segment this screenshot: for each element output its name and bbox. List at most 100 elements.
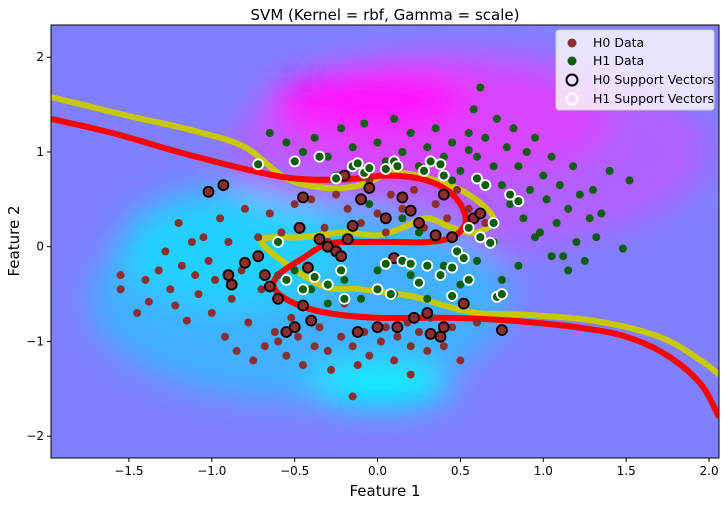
h0-data-point (464, 204, 473, 213)
h0-data-point (453, 185, 462, 194)
h0-data-point (191, 271, 200, 280)
h1-data-point (406, 129, 415, 137)
h0-data-point (327, 365, 336, 374)
h1-data-point (575, 190, 584, 199)
h0-data-point (133, 309, 142, 317)
h1-support-vector (351, 157, 364, 170)
h1-data-point (473, 152, 481, 161)
h1-support-vector (434, 158, 447, 171)
x-tick-label: 1.5 (617, 464, 636, 478)
h0-support-vector (297, 299, 309, 312)
h1-support-vector (487, 217, 500, 229)
h0-data-point (398, 204, 407, 213)
h1-support-vector (308, 271, 321, 283)
h1-data-point (360, 119, 369, 128)
h1-support-vector (297, 283, 309, 296)
h0-data-point (357, 219, 365, 227)
y-tick-label: −2 (26, 429, 44, 443)
h0-data-point (244, 318, 253, 327)
h0-data-point (406, 342, 415, 351)
x-tick-label: 0.5 (451, 464, 470, 478)
h1-data-point (337, 124, 346, 133)
h1-support-vectors (252, 150, 525, 305)
h0-support-vector (434, 330, 447, 343)
h1-data-point (547, 252, 556, 261)
legend-h1-sv-label: H1 Support Vectors (593, 91, 714, 106)
h0-data-point (174, 219, 183, 227)
h1-support-vector (484, 236, 497, 249)
legend-h1-label: H1 Data (593, 53, 644, 68)
h1-data-point (282, 138, 291, 147)
h0-support-vector (305, 314, 318, 327)
y-tick-label: −1 (26, 334, 44, 348)
h1-data-point (381, 157, 390, 166)
h1-support-vector (363, 162, 376, 175)
h1-data-point (373, 138, 382, 147)
y-tick-label: 0 (36, 240, 44, 254)
h0-data-point (270, 328, 279, 336)
legend-h0-marker (567, 38, 577, 48)
h1-data-point (531, 133, 539, 142)
h1-data-point (357, 294, 365, 303)
h0-support-vector (363, 182, 376, 194)
h0-data-point (381, 323, 390, 332)
h1-support-vector (434, 269, 447, 282)
h0-data-point (265, 209, 274, 218)
h0-support-vector (396, 191, 409, 204)
h0-support-vector (202, 185, 215, 198)
h1-support-vector (504, 188, 517, 201)
h1-support-vector (413, 276, 425, 289)
h0-data-point (207, 309, 216, 317)
h1-data-point (489, 162, 498, 171)
h1-data-point (464, 129, 473, 137)
h0-support-vector (391, 321, 404, 334)
h1-data-point (542, 195, 551, 204)
h1-support-vector (421, 259, 434, 272)
h1-support-vector (252, 158, 265, 171)
h1-data-point (348, 143, 357, 152)
legend-h0-sv-label: H0 Support Vectors (593, 72, 714, 87)
h1-support-vector (313, 150, 326, 163)
h1-data-point (373, 266, 382, 275)
h0-data-point (282, 351, 291, 360)
h0-support-vector (238, 256, 251, 269)
h0-data-point (294, 332, 302, 341)
h0-support-vector (222, 269, 235, 282)
h1-support-vector (437, 169, 450, 182)
h0-support-vector (272, 292, 285, 305)
h1-data-point (448, 176, 457, 185)
h1-data-point (552, 219, 561, 227)
h0-data-point (224, 238, 233, 246)
h1-support-vector (446, 261, 459, 274)
h0-support-vector (421, 307, 434, 319)
h0-data-point (166, 285, 175, 294)
h0-data-point (343, 204, 352, 213)
h1-data-point (618, 244, 627, 253)
h0-data-points (116, 176, 490, 401)
x-tick-label: 0.0 (368, 464, 387, 478)
h0-support-vector (252, 250, 265, 263)
h1-data-point (431, 124, 440, 133)
h1-data-point (398, 214, 407, 223)
h1-support-vector (335, 264, 348, 277)
h0-data-point (307, 195, 316, 204)
h1-data-point (539, 171, 548, 180)
h0-data-point (227, 294, 236, 303)
h0-data-point (299, 361, 307, 370)
y-tick-label: 2 (36, 50, 44, 64)
h0-support-vector (355, 193, 367, 206)
chart-title: SVM (Kernel = rbf, Gamma = scale) (251, 6, 520, 24)
h1-support-vector (446, 290, 459, 302)
h0-data-point (348, 392, 357, 401)
h0-data-point (323, 346, 332, 355)
y-tick-label: 1 (36, 145, 44, 159)
h1-data-point (415, 228, 423, 237)
h1-data-point (569, 162, 578, 171)
h0-data-point (415, 328, 423, 336)
h0-data-point (277, 228, 286, 237)
h1-data-point (310, 133, 319, 142)
h1-data-point (536, 228, 544, 237)
h0-data-point (376, 337, 385, 346)
h1-data-point (476, 83, 485, 92)
h0-data-point (274, 337, 283, 346)
